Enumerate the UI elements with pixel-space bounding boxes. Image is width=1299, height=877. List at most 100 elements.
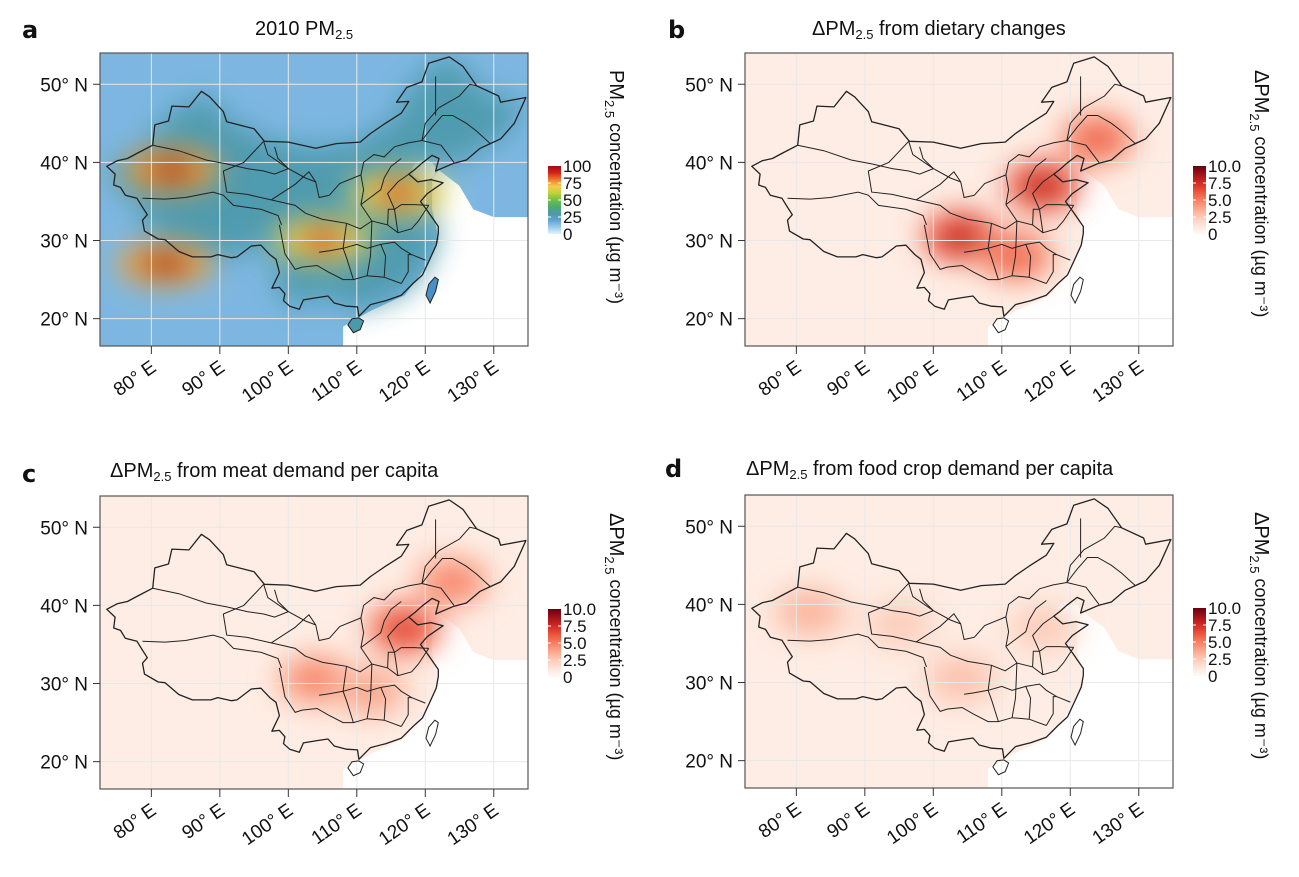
province-border — [223, 583, 265, 615]
province-border — [1025, 244, 1032, 278]
colorbar — [548, 166, 561, 234]
x-tick-label: 100° E — [883, 357, 942, 407]
province-border — [342, 223, 354, 280]
panel-title-a: 2010 PM2.5 — [255, 18, 353, 42]
province-border — [263, 141, 330, 199]
map-panel-d: 50° N 40° N 30° N 20° N 80° E 90° E 100° E 110°… — [685, 494, 1272, 849]
province-border — [360, 174, 365, 205]
province-border — [1005, 646, 1018, 718]
province-border — [1005, 158, 1047, 206]
map-panel-a: 50° N 40° N 30° N 20° N 80° E 90° E 100° E 110°… — [40, 52, 627, 407]
province-border — [923, 666, 1047, 726]
hotspot — [939, 664, 982, 693]
title-main: ΔPM — [746, 458, 790, 480]
province-border — [1025, 686, 1032, 720]
province-border — [908, 583, 975, 641]
x-tick-label: 130° E — [1089, 357, 1148, 407]
x-tick-label: 100° E — [238, 357, 297, 407]
province-border — [223, 140, 265, 172]
province-border — [915, 613, 962, 643]
colorbar-tick-label: 0 — [1208, 225, 1217, 244]
y-tick-label: 20° N — [40, 753, 88, 774]
province-border — [1032, 173, 1055, 210]
y-tick-label: 50° N — [40, 75, 88, 96]
hainan-border — [347, 317, 365, 334]
province-border — [222, 613, 306, 657]
colorbar-tick-label: 25 — [563, 208, 582, 227]
x-tick-label: 90° E — [823, 799, 873, 843]
plot-frame — [99, 495, 529, 790]
x-tick-label: 130° E — [444, 357, 503, 407]
hotspot — [145, 158, 199, 183]
taiwan-border — [425, 719, 439, 748]
province-border — [142, 634, 282, 669]
province-border — [387, 208, 395, 225]
x-tick-label: 120° E — [375, 357, 434, 407]
province-border — [797, 586, 934, 617]
province-border — [974, 139, 1100, 196]
province-border — [868, 140, 910, 172]
panel-letter-a: a — [22, 16, 39, 44]
province-border — [152, 144, 289, 175]
panel-letter-b: b — [668, 16, 686, 44]
province-border — [1032, 208, 1040, 225]
province-border — [915, 171, 962, 201]
x-tick-label: 130° E — [444, 800, 503, 850]
plot-frame — [744, 494, 1174, 789]
y-tick-label: 40° N — [685, 595, 733, 616]
province-border — [360, 617, 365, 648]
colorbar — [1193, 608, 1206, 676]
x-tick-label: 110° E — [953, 357, 1011, 406]
province-border — [1005, 616, 1010, 647]
colorbar-title: ΔPM2.5 concentration (µg m⁻³) — [602, 513, 627, 760]
province-border — [142, 191, 282, 226]
x-tick-label: 90° E — [178, 357, 228, 401]
province-border — [1005, 600, 1047, 648]
x-tick-label: 80° E — [110, 357, 160, 401]
colorbar-tick-label: 100 — [563, 157, 591, 176]
province-border — [274, 146, 289, 169]
province-border — [421, 558, 491, 587]
y-tick-label: 50° N — [685, 517, 733, 538]
x-tick-label: 110° E — [953, 799, 1011, 848]
ocean-area — [988, 170, 1173, 346]
x-tick-label: 100° E — [883, 799, 942, 849]
map-panel-b: 50° N 40° N 30° N 20° N 80° E 90° E 100° E 110°… — [685, 52, 1272, 407]
ocean-area — [343, 170, 528, 346]
panel-letter-c: c — [22, 460, 37, 488]
hotspot — [138, 251, 192, 277]
province-border — [1005, 204, 1018, 276]
colorbar-title: ΔPM2.5 concentration (µg m⁻³) — [1247, 512, 1272, 759]
hainan-border — [992, 759, 1010, 776]
province-border — [400, 254, 412, 284]
title-main: 2010 PM — [255, 18, 336, 40]
hotspot — [789, 597, 831, 627]
plot-frame — [99, 52, 529, 347]
title-sub: 2.5 — [855, 27, 874, 42]
province-border — [270, 171, 317, 201]
china-border — [106, 499, 527, 760]
colorbar-tick-label: 50 — [563, 191, 582, 210]
province-border — [421, 83, 477, 141]
y-tick-label: 30° N — [685, 232, 733, 253]
colorbar-tick-label: 0 — [563, 225, 572, 244]
province-border — [387, 651, 395, 668]
colorbar-tick-label: 0 — [1208, 667, 1217, 686]
province-border — [1032, 615, 1055, 652]
province-border — [974, 581, 1100, 638]
x-tick-label: 90° E — [178, 800, 228, 844]
y-tick-label: 40° N — [685, 153, 733, 174]
province-border — [797, 144, 934, 175]
colorbar-title: ΔPM2.5 concentration (µg m⁻³) — [1247, 70, 1272, 317]
province-border — [923, 224, 1047, 284]
province-border — [360, 158, 402, 206]
hotspot — [383, 614, 426, 644]
x-tick-label: 80° E — [110, 800, 160, 844]
y-tick-label: 30° N — [40, 232, 88, 253]
province-border — [908, 141, 975, 199]
province-border — [1066, 83, 1122, 141]
colorbar-tick-label: 7.5 — [563, 617, 587, 636]
hotspot — [1021, 613, 1064, 643]
province-border — [987, 223, 999, 280]
panel-title-d: ΔPM2.5 from food crop demand per capita — [746, 458, 1113, 482]
